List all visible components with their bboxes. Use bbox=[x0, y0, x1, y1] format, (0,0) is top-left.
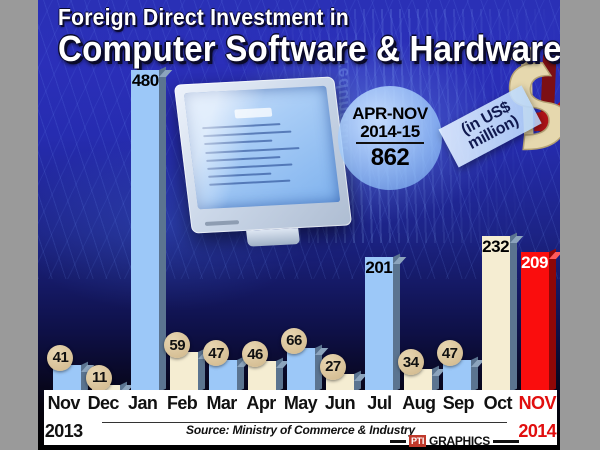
callout-period-years: 2014-15 bbox=[356, 122, 424, 145]
bar-face bbox=[364, 257, 393, 392]
month-labels: Nov Dec Jan Feb Mar Apr May Jun Jul Aug Sep Oct NOV bbox=[44, 390, 557, 420]
bar-side-face bbox=[548, 248, 556, 392]
bar-value-badge-may: 66 bbox=[281, 327, 307, 354]
page-title-line1: Foreign Direct Investment in bbox=[58, 4, 349, 30]
pti-mark: PTI bbox=[408, 435, 427, 447]
bar-value-label-nov: 209 bbox=[521, 252, 548, 272]
month-label-feb: Feb bbox=[167, 393, 198, 413]
pti-word: GRAPHICS bbox=[429, 434, 490, 448]
bar-value-badge-feb: 59 bbox=[164, 332, 191, 359]
logo-rule-right bbox=[493, 439, 519, 443]
month-label-apr: Apr bbox=[246, 393, 276, 413]
callout-total-value: 862 bbox=[370, 144, 410, 172]
bar-value-badge-jun: 27 bbox=[319, 353, 346, 380]
bar-feb bbox=[170, 349, 212, 392]
bar-value-badge-sep: 47 bbox=[436, 340, 463, 367]
bar-face bbox=[286, 347, 315, 392]
bar-nov bbox=[520, 248, 560, 392]
bar-value-label-jan: 480 bbox=[131, 71, 159, 90]
axis-strip: Nov Dec Jan Feb Mar Apr May Jun Jul Aug Sep Oct NOV … bbox=[44, 390, 557, 448]
bar-value-badge-nov: 41 bbox=[47, 344, 74, 371]
month-label-nov: Nov bbox=[47, 393, 81, 413]
year-label-left: 2013 bbox=[44, 421, 83, 441]
source-credit: Source: Ministry of Commerce & Industry bbox=[186, 423, 415, 437]
pti-graphics-logo: PTI GRAPHICS bbox=[389, 434, 519, 448]
bar-value-badge-apr: 46 bbox=[242, 341, 269, 368]
month-label-jan: Jan bbox=[128, 393, 158, 413]
month-label-may: May bbox=[283, 393, 318, 413]
bar-side-face bbox=[509, 232, 517, 392]
bar-value-badge-aug: 34 bbox=[397, 349, 424, 376]
month-label-dec: Dec bbox=[87, 393, 120, 413]
year-label-right: 2014 bbox=[518, 421, 557, 441]
page-title-line2: Computer Software & Hardware bbox=[58, 28, 560, 69]
bar-may bbox=[286, 344, 329, 392]
bar-face bbox=[520, 251, 549, 392]
callout-period-label: APR-NOV bbox=[352, 104, 428, 124]
month-label-jun: Jun bbox=[324, 393, 356, 413]
month-label-nov: NOV bbox=[518, 393, 557, 413]
bar-face bbox=[170, 352, 199, 392]
month-label-sep: Sep bbox=[442, 393, 475, 413]
bar-value-badge-mar: 47 bbox=[203, 340, 230, 367]
bar-oct bbox=[481, 232, 523, 392]
bar-side-face bbox=[392, 253, 400, 392]
period-total-callout: APR-NOV 2014-15 862 bbox=[338, 86, 442, 190]
bar-jul bbox=[364, 253, 407, 392]
bar-face bbox=[131, 70, 160, 392]
month-label-aug: Aug bbox=[402, 393, 436, 413]
bar-jan bbox=[131, 66, 173, 392]
logo-rule-left bbox=[389, 439, 406, 443]
month-label-mar: Mar bbox=[206, 393, 237, 413]
graphic-area: redundant bbox=[38, 0, 560, 450]
bar-value-label-jul: 201 bbox=[365, 258, 393, 278]
source-divider bbox=[102, 422, 507, 423]
bar-value-badge-dec: 11 bbox=[86, 364, 113, 391]
bar-chart-plot: 41 11 480 59 47 46 66 27 201 34 47 232 209 bbox=[47, 62, 560, 392]
bar-value-label-oct: 232 bbox=[482, 237, 510, 257]
month-label-jul: Jul bbox=[367, 393, 392, 413]
month-label-oct: Oct bbox=[483, 393, 513, 413]
bar-face bbox=[481, 236, 510, 392]
